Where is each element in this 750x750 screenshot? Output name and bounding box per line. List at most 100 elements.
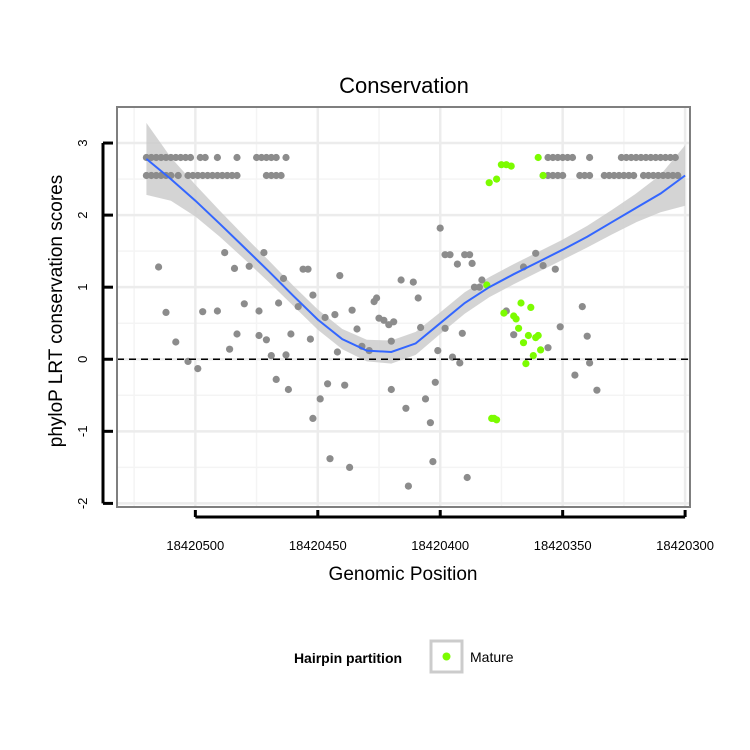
data-point — [586, 153, 594, 162]
data-point — [510, 331, 518, 339]
data-point — [593, 386, 601, 394]
data-point-mature — [539, 171, 547, 180]
data-point-mature — [534, 153, 542, 162]
data-point — [262, 336, 270, 344]
data-point — [326, 455, 334, 463]
data-point — [346, 463, 354, 471]
data-point — [230, 264, 239, 272]
x-tick-label: 18420300 — [656, 538, 714, 553]
data-point — [284, 385, 292, 394]
data-point — [255, 331, 263, 340]
data-point — [287, 330, 295, 338]
data-point — [267, 352, 275, 360]
data-point — [475, 283, 483, 291]
data-point — [417, 323, 425, 332]
data-point-mature — [493, 175, 501, 183]
data-point — [583, 332, 591, 340]
data-point — [155, 263, 163, 271]
legend-entry-mature: Mature — [470, 649, 514, 665]
data-point-mature — [515, 324, 523, 332]
data-point — [341, 381, 349, 389]
data-point-mature — [529, 352, 537, 360]
data-point — [331, 311, 339, 319]
data-point — [233, 330, 241, 338]
data-point — [429, 458, 437, 466]
data-point — [272, 375, 280, 383]
data-point — [387, 385, 395, 394]
data-point — [674, 171, 682, 180]
data-point — [466, 251, 474, 259]
data-point — [277, 171, 285, 180]
data-point — [174, 171, 182, 180]
x-axis-label: Genomic Position — [329, 564, 478, 585]
data-point — [213, 153, 221, 162]
x-tick-label: 18420500 — [166, 538, 224, 553]
data-point — [275, 299, 283, 307]
data-point — [240, 300, 248, 308]
data-point — [348, 306, 356, 314]
data-point-mature — [527, 303, 535, 311]
data-point — [373, 294, 381, 302]
y-tick-label: 1 — [75, 284, 90, 291]
data-point — [568, 153, 577, 162]
data-point — [279, 274, 288, 283]
data-point — [539, 262, 547, 270]
data-point — [353, 325, 361, 333]
data-point — [426, 419, 434, 427]
plot-border — [116, 106, 691, 508]
data-point-mature — [537, 346, 545, 354]
data-point-mature — [524, 331, 533, 340]
data-point-mature — [485, 179, 493, 187]
data-point — [559, 171, 567, 180]
data-point — [402, 404, 410, 412]
data-point — [453, 260, 461, 268]
data-point — [446, 251, 454, 259]
y-axis-label: phyloP LRT conservation scores — [46, 175, 67, 448]
data-point — [556, 323, 564, 331]
legend: Hairpin partition Mature — [294, 639, 514, 674]
data-point — [255, 307, 263, 315]
data-point-mature — [517, 299, 525, 307]
data-point-mature — [507, 162, 515, 170]
data-point — [194, 365, 202, 373]
data-point — [336, 272, 344, 280]
data-point-mature — [519, 339, 528, 347]
data-point — [387, 337, 395, 345]
legend-key-box — [429, 639, 464, 674]
y-tick-label: -2 — [75, 498, 90, 510]
data-point — [436, 224, 444, 232]
data-point — [380, 316, 388, 324]
data-point — [186, 153, 195, 162]
data-point — [397, 276, 405, 284]
data-point — [532, 249, 540, 257]
data-point — [468, 259, 476, 267]
data-point — [233, 171, 241, 180]
data-point — [458, 329, 466, 337]
data-point-mature — [522, 360, 530, 368]
data-point — [478, 276, 486, 284]
y-tick-label: -1 — [75, 426, 90, 438]
data-point — [221, 249, 229, 257]
data-point-mature — [534, 331, 542, 340]
data-point — [630, 171, 638, 180]
data-point — [333, 348, 341, 356]
data-point — [404, 482, 412, 490]
data-point — [304, 265, 312, 273]
data-point — [321, 313, 329, 322]
data-point-mature — [512, 315, 520, 323]
data-point — [272, 153, 280, 162]
data-point — [316, 395, 324, 403]
y-tick-label: 0 — [75, 356, 90, 363]
data-point-mature — [500, 309, 508, 317]
data-point — [441, 324, 449, 332]
data-point — [551, 265, 559, 273]
data-point — [544, 344, 552, 352]
data-point — [245, 262, 253, 270]
data-point — [463, 473, 471, 482]
data-point — [282, 351, 290, 359]
data-point — [456, 359, 464, 367]
data-point — [421, 395, 430, 403]
data-point — [199, 308, 207, 316]
plot-panel: 18420500 18420450 18420400 18420350 18420300… — [75, 106, 714, 553]
